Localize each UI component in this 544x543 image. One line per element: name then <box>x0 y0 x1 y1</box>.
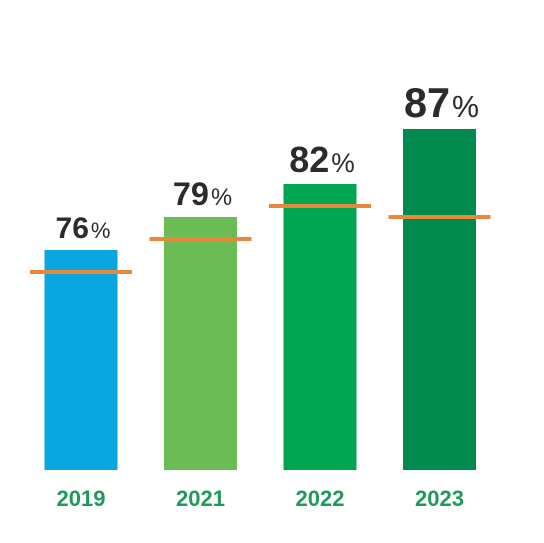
category-label-2023: 2023 <box>415 486 464 511</box>
bar-2019 <box>44 250 118 470</box>
value-number: 82 <box>289 139 329 180</box>
category-label-2021: 2021 <box>176 486 225 511</box>
value-label-2023: 87% <box>404 80 479 126</box>
bar-2022 <box>283 184 357 470</box>
value-unit: % <box>91 218 111 243</box>
value-label-2022: 82% <box>289 139 355 180</box>
bar-2021 <box>164 217 237 470</box>
value-number: 76 <box>56 212 89 245</box>
category-label-2019: 2019 <box>57 486 106 511</box>
category-label-2022: 2022 <box>296 486 345 511</box>
value-unit: % <box>211 184 232 211</box>
value-number: 87 <box>404 80 450 126</box>
value-number: 79 <box>173 176 209 212</box>
value-label-2021: 79% <box>173 176 232 212</box>
value-label-2019: 76% <box>56 212 111 245</box>
bar-2023 <box>403 129 476 470</box>
value-unit: % <box>452 91 479 124</box>
value-unit: % <box>331 148 354 178</box>
